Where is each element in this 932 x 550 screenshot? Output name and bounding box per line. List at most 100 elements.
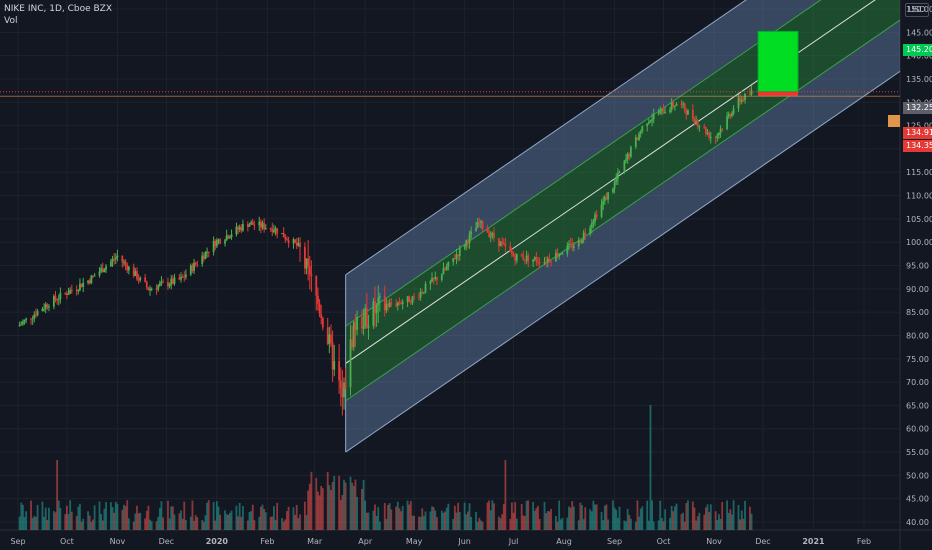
candle-body — [180, 276, 182, 280]
time-tick-label: Oct — [60, 537, 74, 546]
volume-bar — [273, 506, 275, 530]
candle-body — [238, 227, 241, 230]
candle-body — [638, 133, 640, 140]
candle-body — [651, 119, 653, 121]
candle-body — [579, 239, 582, 243]
volume-legend[interactable]: Vol — [4, 16, 18, 26]
volume-bar — [276, 502, 279, 530]
candle-body — [149, 288, 151, 291]
volume-bar — [504, 460, 507, 530]
volume-bar — [295, 505, 298, 530]
candle-body — [509, 246, 512, 252]
volume-bar — [566, 517, 569, 530]
volume-bar — [411, 515, 414, 530]
candle-body — [594, 214, 596, 222]
volume-bar — [70, 511, 73, 530]
candle-body — [67, 293, 70, 295]
candle-body — [196, 263, 199, 265]
candle-body — [82, 282, 85, 287]
candle-body — [57, 299, 60, 301]
volume-bar — [338, 475, 341, 530]
volume-bar — [147, 505, 150, 530]
volume-bar — [155, 521, 158, 530]
candle-body — [561, 253, 564, 255]
candle-body — [136, 271, 138, 280]
candle-body — [600, 204, 603, 217]
candle-body — [23, 319, 26, 322]
candle-body — [111, 258, 114, 262]
time-tick-label: Sep — [10, 537, 25, 546]
candle-body — [455, 254, 458, 259]
volume-bar — [25, 511, 28, 530]
candle-body — [191, 265, 194, 271]
candle-body — [75, 290, 78, 292]
candle-body — [31, 318, 34, 320]
candle-body — [537, 261, 539, 263]
candle-body — [559, 253, 562, 255]
volume-bar — [514, 502, 517, 530]
candle-body — [572, 246, 575, 249]
volume-bar — [189, 516, 192, 530]
volume-bar — [615, 509, 618, 530]
price-tick-label: 140.00 — [906, 52, 932, 61]
candle-body — [524, 259, 526, 261]
candle-body — [616, 172, 619, 180]
price-tick-label: 135.00 — [906, 75, 932, 84]
candle-body — [69, 289, 72, 294]
candle-body — [344, 382, 347, 387]
candle-body — [714, 137, 717, 139]
symbol-title[interactable]: NIKE INC, 1D, Cboe BZX — [4, 4, 113, 14]
time-tick-label: Mar — [307, 537, 323, 546]
volume-bar — [82, 518, 85, 530]
volume-bar — [297, 518, 300, 530]
volume-bar — [269, 516, 272, 530]
candle-body — [497, 238, 500, 247]
volume-bar — [64, 514, 67, 530]
volume-bar — [80, 521, 83, 530]
candle-body — [424, 283, 427, 293]
candle-body — [79, 283, 81, 291]
volume-bar — [310, 471, 313, 530]
volume-bar — [315, 477, 318, 530]
volume-bar — [69, 500, 72, 530]
candle-body — [400, 302, 402, 304]
volume-bar — [116, 503, 119, 530]
price-tick-label: 80.00 — [906, 331, 929, 340]
candle-body — [385, 303, 388, 311]
candle-body — [41, 308, 44, 312]
candle-body — [636, 137, 639, 140]
volume-bar — [21, 504, 24, 530]
candle-body — [533, 257, 536, 260]
candle-body — [132, 266, 135, 276]
candle-body — [647, 121, 650, 124]
volume-bar — [558, 500, 561, 530]
candle-body — [80, 283, 83, 287]
volume-bar — [740, 510, 743, 530]
channel-line — [345, 0, 876, 364]
candle-body — [514, 256, 517, 261]
currency-button[interactable]: USD — [905, 3, 929, 17]
candle-body — [421, 291, 424, 293]
price-tick-label: 60.00 — [906, 425, 929, 434]
volume-bar — [680, 514, 683, 530]
volume-bar — [409, 501, 412, 530]
volume-bar — [240, 517, 243, 530]
volume-bar — [452, 518, 455, 530]
candle-body — [170, 278, 173, 285]
candle-body — [612, 188, 614, 193]
candle-body — [281, 233, 283, 235]
volume-bar — [66, 505, 68, 530]
candle-body — [181, 276, 184, 278]
candle-body — [215, 240, 218, 247]
candle-body — [171, 278, 174, 284]
candle-body — [264, 228, 267, 230]
volume-bar — [258, 516, 261, 530]
volume-bar — [145, 510, 148, 530]
volume-bar — [224, 510, 226, 530]
candle-body — [429, 281, 432, 284]
volume-bar — [515, 518, 518, 530]
candle-body — [157, 285, 160, 290]
candle-body — [349, 339, 352, 387]
